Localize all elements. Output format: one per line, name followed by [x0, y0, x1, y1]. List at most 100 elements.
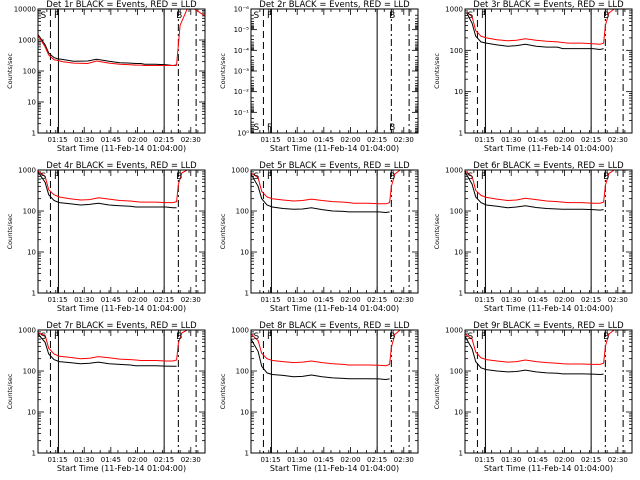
y-tick-label: 10	[27, 249, 36, 257]
y-tick-label: 1	[32, 130, 36, 138]
x-tick-label: 02:15	[581, 456, 601, 464]
y-tick-label: 1	[459, 290, 463, 298]
chart-title: Det 4r BLACK = Events, RED = LLD	[46, 161, 197, 171]
flag-label: B	[176, 172, 182, 182]
x-tick-label: 01:45	[314, 296, 334, 304]
y-axis-label: Counts/sec	[6, 373, 14, 409]
x-axis-label: Start Time (11-Feb-14 01:04:00)	[484, 144, 613, 153]
y-axis-label: Counts/sec	[219, 373, 227, 409]
flag-label: S	[253, 11, 259, 21]
y-tick-label: 100	[236, 208, 249, 216]
y-tick-label: 10000	[14, 6, 36, 14]
chart-title: Det 8r BLACK = Events, RED = LLD	[259, 321, 410, 331]
plot-frame	[250, 8, 419, 134]
y-tick-label: 100	[450, 208, 463, 216]
chart-panel: Det 7r BLACK = Events, RED = LLD 1 10 100 10…	[6, 321, 206, 473]
x-tick-label: 01:15	[47, 456, 67, 464]
plot-frame	[37, 169, 206, 294]
y-tick-label: 1	[32, 450, 36, 458]
chart-title: Det 5r BLACK = Events, RED = LLD	[259, 161, 410, 171]
x-axis-label: Start Time (11-Feb-14 01:04:00)	[270, 144, 399, 153]
plot-frame	[37, 329, 206, 454]
y-tick-label: 100	[23, 368, 36, 376]
flag-label: F	[267, 172, 272, 182]
flag-label: S	[40, 11, 46, 21]
events-series-line	[465, 171, 604, 211]
chart-title: Det 6r BLACK = Events, RED = LLD	[473, 161, 624, 171]
flag-label: S	[467, 332, 473, 342]
y-tick-label: 1	[245, 290, 249, 298]
y-tick-label: 10⁻¹	[234, 109, 250, 117]
x-tick-label: 02:00	[340, 136, 360, 144]
y-tick-label: 1	[459, 130, 463, 138]
flag-label: B	[603, 11, 609, 21]
x-tick-label: 01:30	[74, 136, 94, 144]
y-tick-label: 1	[32, 290, 36, 298]
x-tick-label: 02:30	[608, 456, 628, 464]
y-tick-label: 10	[27, 99, 36, 107]
x-tick-label: 01:15	[474, 296, 494, 304]
flag-label: B	[389, 172, 395, 182]
flag-label: F	[267, 11, 272, 21]
x-tick-label: 01:15	[260, 296, 280, 304]
x-tick-label: 01:15	[474, 136, 494, 144]
x-tick-label: 02:15	[367, 456, 387, 464]
x-tick-label: 02:15	[154, 456, 174, 464]
x-tick-label: 01:45	[314, 136, 334, 144]
y-tick-label: 1	[245, 450, 249, 458]
y-tick-label: 10⁻⁴	[234, 47, 250, 55]
x-tick-label: 02:30	[181, 136, 201, 144]
y-tick-label: 10⁻²	[234, 88, 250, 96]
lld-series-line	[251, 330, 401, 367]
x-tick-label: 01:15	[47, 296, 67, 304]
lld-series-line	[38, 330, 188, 362]
chart-title: Det 7r BLACK = Events, RED = LLD	[46, 321, 197, 331]
lld-series-line	[465, 170, 615, 204]
events-series-line	[38, 333, 177, 367]
chart-title: Det 3r BLACK = Events, RED = LLD	[473, 0, 624, 10]
x-tick-label: 01:30	[287, 456, 307, 464]
y-tick-label: 10	[454, 88, 463, 96]
y-axis-label: Counts/sec	[433, 373, 441, 409]
y-tick-label: 10	[454, 409, 463, 417]
y-tick-label: 10⁻⁵	[234, 26, 250, 34]
x-tick-label: 02:30	[181, 296, 201, 304]
y-tick-label: 100	[23, 208, 36, 216]
events-series-line	[466, 12, 604, 51]
lld-series-line	[251, 170, 401, 205]
x-tick-label: 02:30	[608, 136, 628, 144]
chart-panel: Det 6r BLACK = Events, RED = LLD 1 10 100 10…	[433, 161, 633, 313]
flag-label: F	[481, 11, 486, 21]
flag-label: B	[389, 332, 395, 342]
y-tick-label: 10	[240, 409, 249, 417]
chart-panel: Det 5r BLACK = Events, RED = LLD 1 10 100 10…	[219, 161, 419, 313]
y-axis-label: Counts/sec	[6, 213, 14, 249]
x-tick-label: 01:15	[260, 456, 280, 464]
y-axis-label: Counts/sec	[219, 53, 227, 89]
x-axis-label: Start Time (11-Feb-14 01:04:00)	[57, 144, 186, 153]
x-tick-label: 01:15	[474, 456, 494, 464]
x-tick-label: 02:00	[340, 456, 360, 464]
x-tick-label: 02:30	[394, 456, 414, 464]
y-axis-label: Counts/sec	[433, 213, 441, 249]
x-tick-label: 01:30	[501, 456, 521, 464]
flag-label: B	[389, 11, 395, 21]
chart-panel: Det 4r BLACK = Events, RED = LLD 1 10 100 10…	[6, 161, 206, 313]
x-tick-label: 02:15	[581, 296, 601, 304]
flag-label: F	[481, 332, 486, 342]
x-tick-label: 02:00	[340, 296, 360, 304]
y-tick-label: 10⁰	[237, 130, 249, 138]
plot-frame	[464, 8, 633, 134]
flag-label: S	[253, 172, 259, 182]
x-tick-label: 01:45	[528, 296, 548, 304]
x-tick-label: 02:15	[154, 296, 174, 304]
x-tick-label: 01:45	[528, 136, 548, 144]
x-tick-label: 01:30	[74, 296, 94, 304]
flag-label: S	[40, 172, 46, 182]
x-tick-label: 02:00	[127, 296, 147, 304]
plot-frame	[464, 169, 633, 294]
y-tick-label: 10⁻³	[234, 68, 250, 76]
flag-label: S	[467, 172, 473, 182]
x-tick-label: 01:15	[260, 136, 280, 144]
x-tick-label: 01:45	[101, 136, 121, 144]
